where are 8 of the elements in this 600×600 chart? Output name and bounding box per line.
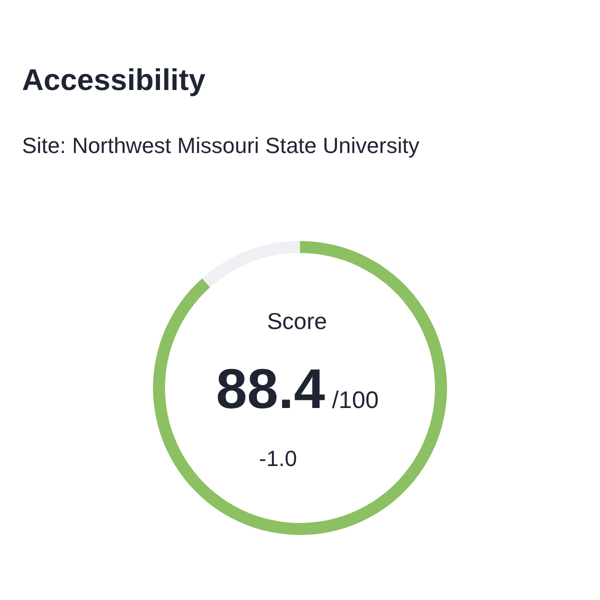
data-label: 88.4: [216, 357, 325, 420]
donut-slice: [153, 241, 447, 535]
text: -1.0: [259, 446, 297, 471]
donut-slice: [202, 241, 300, 288]
text: /100: [332, 387, 379, 414]
chart-subtitle: Site: Northwest Missouri State University: [22, 133, 420, 158]
text: Score: [266, 308, 328, 334]
chart-title: Accessibility: [22, 64, 206, 97]
